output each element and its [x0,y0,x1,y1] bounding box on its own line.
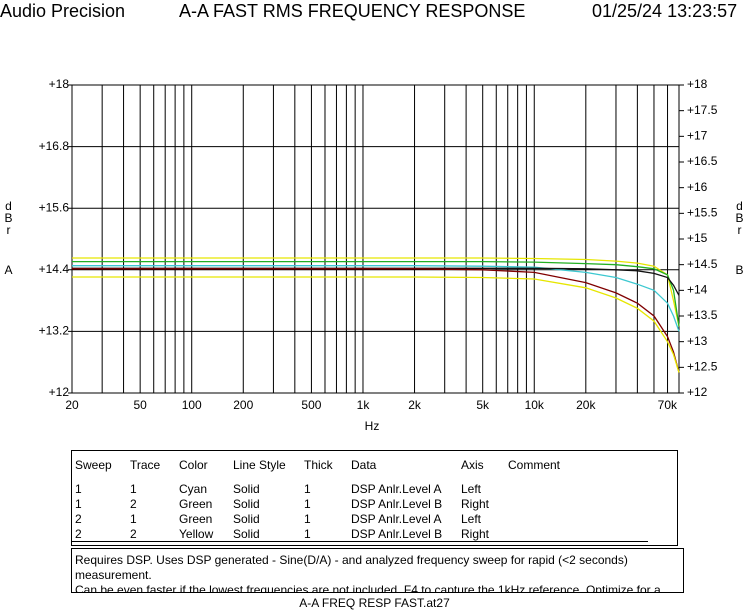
y-tick-label: +15.6 [39,200,70,214]
note-text: Requires DSP. Uses DSP generated - Sine(… [75,553,628,582]
y-axis-channel: A [4,263,13,277]
brand: Audio Precision [0,1,126,21]
trace-table: Sweep Trace Color Line Style Thick Data Axis Co… [71,450,678,546]
table-cell [505,481,648,496]
y-axis-label: dBr [4,199,13,237]
y-tick-label: +16.8 [39,139,70,153]
x-axis-label: Hz [365,419,380,433]
x-tick-label: 1k [357,398,371,412]
table-cell: Yellow [176,526,230,542]
y2-tick-label: +12 [687,385,708,399]
table-cell: 1 [301,526,348,542]
table-row: 2 1 Green Solid 1 DSP Anlr.Level A Left [72,511,648,526]
note-text: Can be even faster if the lowest frequen… [75,583,661,593]
table-cell [505,511,648,526]
x-tick-label: 20 [65,398,79,412]
table-row: 2 2 Yellow Solid 1 DSP Anlr.Level B Right [72,526,648,542]
table-cell: Cyan [179,481,208,496]
column-header: Data [351,457,377,472]
y2-tick-label: +14 [687,283,708,297]
column-header: Trace [130,457,161,472]
table-cell: 1 [304,511,311,526]
y2-tick-label: +16 [687,180,708,194]
x-tick-label: 50 [133,398,147,412]
table-cell: 2 [130,496,137,511]
x-tick-label: 100 [182,398,202,412]
table: Sweep Trace Color Line Style Thick Data Axis Co… [72,451,648,542]
x-tick-label: 5k [476,398,490,412]
y2-tick-label: +15.5 [687,206,718,220]
table-cell: 2 [72,526,127,542]
table-cell: 2 [75,511,82,526]
note-box: Requires DSP. Uses DSP generated - Sine(… [71,548,684,593]
table-row: 1 1 Cyan Solid 1 DSP Anlr.Level A Left [72,481,648,496]
y2-tick-label: +13 [687,334,708,348]
table-cell: DSP Anlr.Level B [351,496,443,511]
column-header: Thick [304,457,333,472]
y2-tick-label: +12.5 [687,360,718,374]
table-cell: Solid [233,511,260,526]
column-header: Comment [508,457,561,472]
table-cell: 1 [304,496,311,511]
chart: Hz Ap 20501002005001k2k5k10k20k70k+12+13… [39,77,718,433]
table-cell: DSP Anlr.Level B [348,526,458,542]
table-cell: Right [461,496,490,511]
x-tick-label: 20k [576,398,596,412]
column-header: Axis [461,457,484,472]
series-line [72,257,680,327]
table-cell: 1 [75,496,82,511]
table-cell: 2 [127,526,176,542]
y-tick-label: +12 [49,385,70,399]
y2-axis-channel: B [735,263,744,277]
x-tick-label: 500 [301,398,321,412]
chart-title: A-A FAST RMS FREQUENCY RESPONSE [179,1,526,21]
x-tick-label: 2k [408,398,422,412]
table-cell: 1 [75,481,82,496]
table-cell: Green [179,496,213,511]
table-cell: Right [458,526,505,542]
plot-area [71,84,680,394]
table-cell [505,526,648,542]
table-cell: 1 [130,481,137,496]
y-tick-label: +14.4 [39,262,70,276]
column-header: Line Style [233,457,286,472]
y-tick-label: +13.2 [39,324,70,338]
table-cell: DSP Anlr.Level A [351,481,442,496]
y2-tick-label: +14.5 [687,257,718,271]
column-header: Color [179,457,208,472]
table-cell: Left [461,511,482,526]
table-cell: Solid [233,481,260,496]
y2-tick-label: +15 [687,231,708,245]
table-cell: Left [461,481,482,496]
y2-tick-label: +16.5 [687,154,718,168]
table-cell: Solid [230,526,301,542]
table-cell: Solid [233,496,260,511]
table-cell: 1 [130,511,137,526]
x-tick-label: 200 [233,398,253,412]
table-cell [505,496,648,511]
y-tick-label: +18 [49,77,70,91]
table-header: Sweep Trace Color Line Style Thick Data Axis Co… [72,451,648,478]
column-header: Sweep [75,457,112,472]
table-row: 1 2 Green Solid 1 DSP Anlr.Level B Right [72,496,648,511]
x-tick-label: 70k [658,398,678,412]
series-line [72,265,680,332]
y2-tick-label: +13.5 [687,308,718,322]
footer: A-A FREQ RESP FAST.at27 [299,596,450,610]
table-cell: DSP Anlr.Level A [351,511,442,526]
series-line [72,276,680,373]
y2-tick-label: +17.5 [687,103,718,117]
table-cell: 1 [304,481,311,496]
table-cell: Green [179,511,213,526]
timestamp: 01/25/24 13:23:57 [592,1,738,21]
y2-axis-label: dBr [735,199,744,237]
x-tick-label: 10k [525,398,545,412]
y2-tick-label: +17 [687,129,708,143]
series-line [72,268,680,373]
series-line [72,260,680,327]
y2-tick-label: +18 [687,77,708,91]
